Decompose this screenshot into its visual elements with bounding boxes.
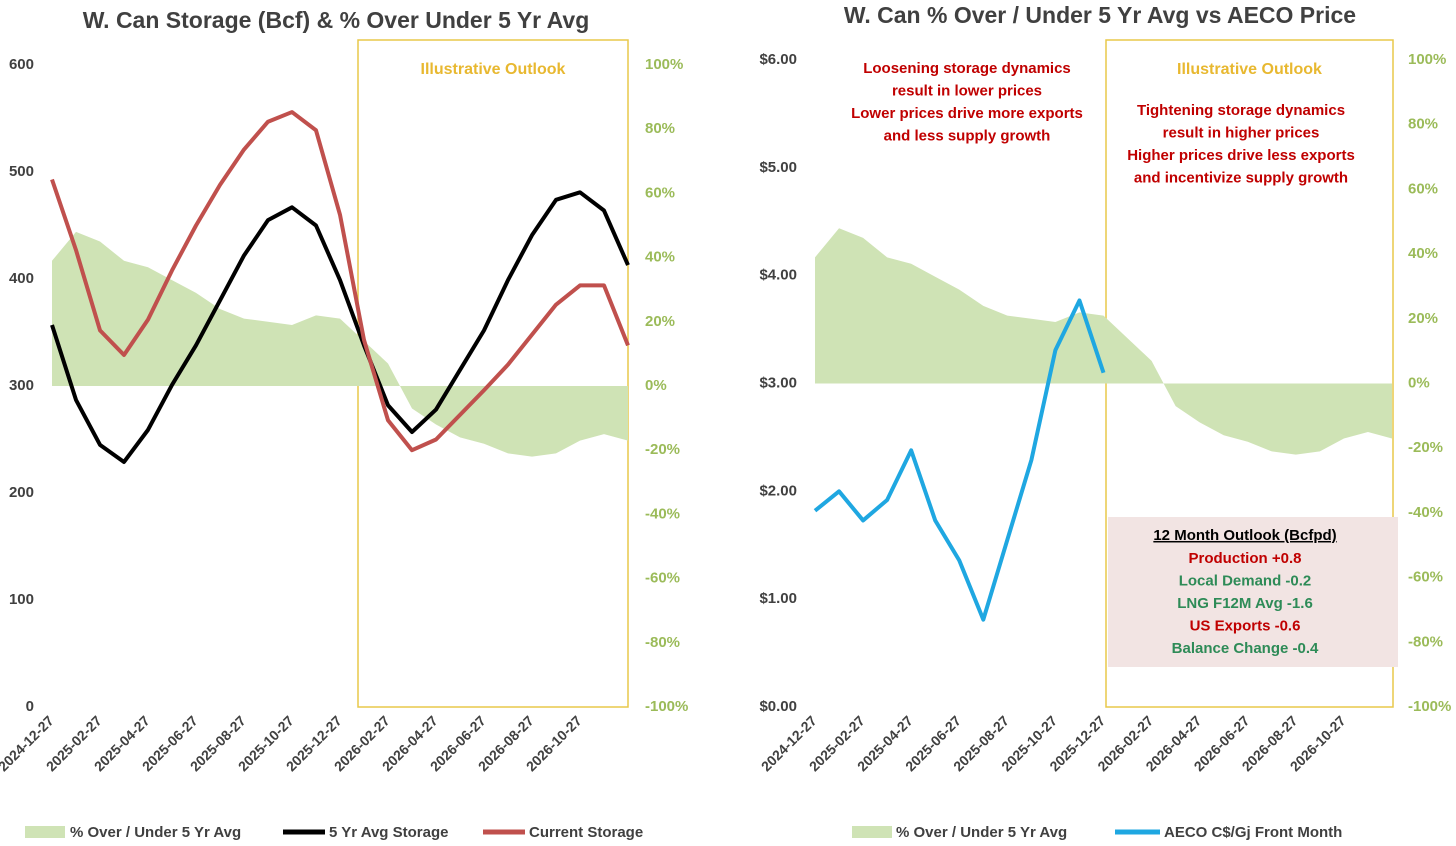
annotation: Higher prices drive less exports xyxy=(1127,147,1355,164)
y2-tick-label: 80% xyxy=(645,120,675,137)
y-tick-label: $5.00 xyxy=(759,159,797,176)
legend-label: Current Storage xyxy=(529,824,643,841)
outlook-table-row: LNG F12M Avg -1.6 xyxy=(1177,595,1313,612)
y2-tick-label: -80% xyxy=(1408,633,1443,650)
y2-tick-label: -100% xyxy=(1408,698,1451,715)
y-tick-label: $1.00 xyxy=(759,590,797,607)
y2-tick-label: -60% xyxy=(645,570,680,587)
y2-tick-label: -20% xyxy=(645,441,680,458)
legend-label: % Over / Under 5 Yr Avg xyxy=(70,824,241,841)
outlook-table-row: US Exports -0.6 xyxy=(1190,617,1301,634)
outlook-table-row: Local Demand -0.2 xyxy=(1179,572,1312,589)
outlook-label: Illustrative Outlook xyxy=(1177,61,1322,78)
chart-title: W. Can Storage (Bcf) & % Over Under 5 Yr… xyxy=(83,7,590,33)
y2-tick-label: -40% xyxy=(645,505,680,522)
line xyxy=(50,110,630,453)
legend-swatch xyxy=(852,826,892,838)
y-tick-label: 200 xyxy=(9,484,34,501)
y2-tick-label: 20% xyxy=(1408,310,1438,327)
y-tick-label: 100 xyxy=(9,591,34,608)
y2-tick-label: -60% xyxy=(1408,569,1443,586)
y2-tick-label: 40% xyxy=(1408,245,1438,262)
annotation: and less supply growth xyxy=(884,127,1051,144)
y-tick-label: $3.00 xyxy=(759,374,797,391)
annotation: Loosening storage dynamics xyxy=(863,60,1071,77)
y-tick-label: 500 xyxy=(9,163,34,180)
y2-tick-label: -100% xyxy=(645,698,688,715)
area xyxy=(815,228,1392,455)
y2-tick-label: -80% xyxy=(645,634,680,651)
outlook-label: Illustrative Outlook xyxy=(421,61,566,78)
legend-label: AECO C$/Gj Front Month xyxy=(1164,824,1342,841)
y-tick-label: 600 xyxy=(9,56,34,73)
y-tick-label: 400 xyxy=(9,270,34,287)
outlook-box xyxy=(357,39,629,708)
y2-tick-label: 40% xyxy=(645,249,675,266)
y-tick-label: $4.00 xyxy=(759,267,797,284)
annotation: and incentivize supply growth xyxy=(1134,169,1348,186)
annotation: result in higher prices xyxy=(1163,124,1320,141)
annotation: result in lower prices xyxy=(892,82,1042,99)
y2-tick-label: -40% xyxy=(1408,504,1443,521)
chart-title: W. Can % Over / Under 5 Yr Avg vs AECO P… xyxy=(844,2,1356,28)
y2-tick-label: 100% xyxy=(1408,51,1446,68)
legend-label: % Over / Under 5 Yr Avg xyxy=(896,824,1067,841)
y-tick-label: 0 xyxy=(26,698,34,715)
y2-tick-label: 60% xyxy=(1408,180,1438,197)
y2-tick-label: 80% xyxy=(1408,116,1438,133)
annotation: Lower prices drive more exports xyxy=(851,105,1083,122)
area xyxy=(52,231,628,457)
outlook-table-row: Production +0.8 xyxy=(1189,550,1302,567)
legend-label: 5 Yr Avg Storage xyxy=(329,824,449,841)
outlook-table-title: 12 Month Outlook (Bcfpd) xyxy=(1153,527,1336,544)
y2-tick-label: 60% xyxy=(645,184,675,201)
y-tick-label: $6.00 xyxy=(759,51,797,68)
y2-tick-label: 0% xyxy=(1408,374,1430,391)
line xyxy=(50,190,630,464)
y-tick-label: 300 xyxy=(9,377,34,394)
y-tick-label: $2.00 xyxy=(759,482,797,499)
y2-tick-label: 0% xyxy=(645,377,667,394)
y2-tick-label: 100% xyxy=(645,56,683,73)
legend-swatch xyxy=(25,826,65,838)
outlook-table-row: Balance Change -0.4 xyxy=(1172,640,1319,657)
annotation: Tightening storage dynamics xyxy=(1137,102,1345,119)
y2-tick-label: -20% xyxy=(1408,439,1443,456)
y2-tick-label: 20% xyxy=(645,313,675,330)
outlook-table-bg xyxy=(1108,517,1398,667)
y-tick-label: $0.00 xyxy=(759,698,797,715)
line xyxy=(813,298,1106,622)
